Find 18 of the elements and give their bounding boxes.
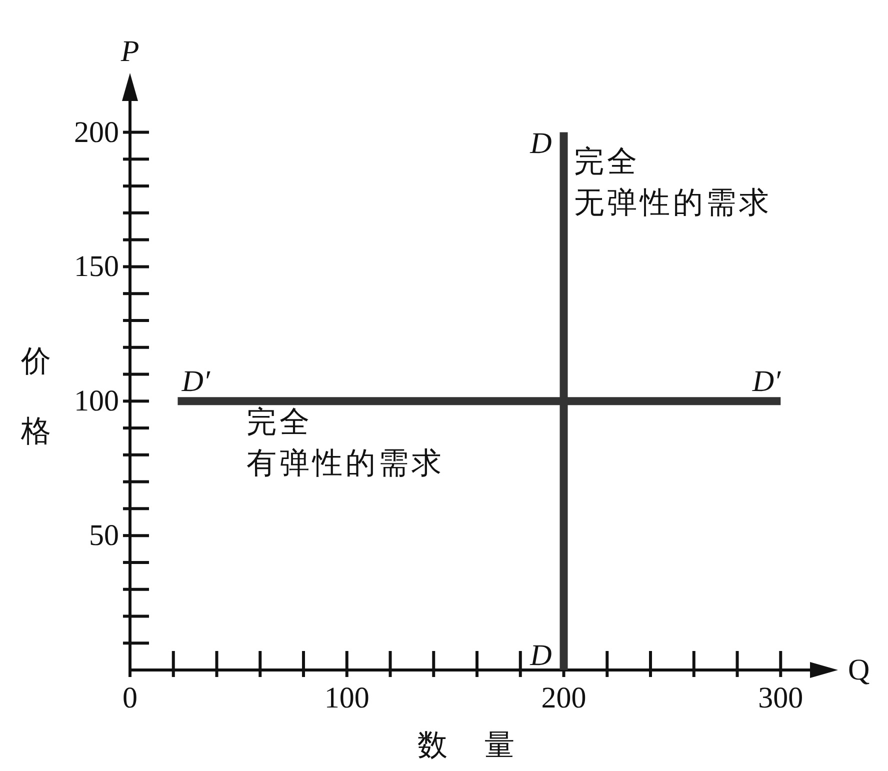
text: D′	[752, 365, 781, 398]
x-tick-label: 200	[541, 682, 586, 714]
text: 数量	[418, 728, 514, 762]
series-label: D	[529, 639, 552, 672]
text: 价格	[21, 344, 51, 448]
y-tick-label: 50	[89, 519, 119, 552]
x-tick-label: 300	[758, 682, 804, 714]
annotation: 完全无弹性的需求	[574, 145, 772, 220]
y-tick-label: 100	[74, 384, 119, 418]
x-tick-label: 0	[122, 682, 138, 714]
x-tick-label: 100	[324, 682, 370, 714]
annotation: 完全有弹性的需求	[246, 406, 444, 480]
text: D	[530, 127, 552, 160]
y-tick-label: 200	[74, 116, 119, 149]
series-label: D′	[180, 365, 210, 398]
text: P	[120, 35, 140, 68]
y-tick-label: 150	[74, 250, 119, 284]
text: Q	[848, 654, 870, 686]
